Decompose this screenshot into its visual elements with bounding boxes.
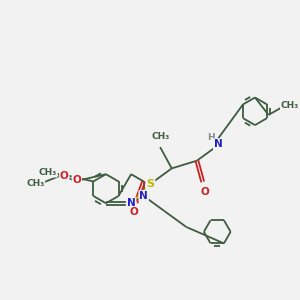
Text: H: H <box>207 133 214 142</box>
Text: N: N <box>127 198 136 208</box>
Text: O: O <box>130 207 138 218</box>
Text: N: N <box>214 139 223 149</box>
Text: O: O <box>60 171 69 181</box>
Text: S: S <box>146 179 154 189</box>
Text: N: N <box>139 191 148 201</box>
Text: O: O <box>73 175 81 185</box>
Text: CH₃: CH₃ <box>151 132 169 141</box>
Text: CH₃: CH₃ <box>26 179 44 188</box>
Text: CH₃: CH₃ <box>281 101 299 110</box>
Text: CH₃: CH₃ <box>39 168 57 177</box>
Text: O: O <box>200 187 209 196</box>
